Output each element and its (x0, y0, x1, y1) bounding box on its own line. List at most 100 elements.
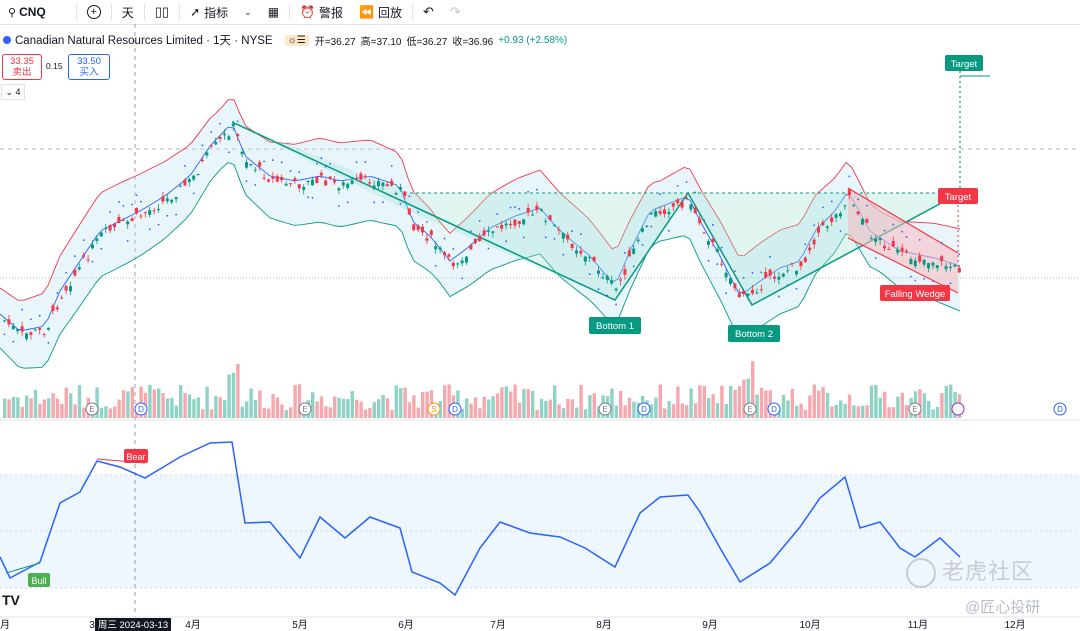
sar-dot (958, 253, 961, 256)
volume-bar (390, 409, 394, 418)
undo-button[interactable]: ↶ (415, 0, 442, 24)
candle-body (645, 225, 649, 227)
candle-body (724, 272, 728, 278)
candlestick-series (3, 120, 961, 342)
volume-bar (795, 405, 799, 418)
volume-bar (293, 385, 297, 418)
volume-bar (680, 403, 684, 418)
volume-bar (214, 396, 218, 418)
sar-dot (56, 292, 59, 294)
bottom2-label[interactable]: Bottom 2 (728, 325, 780, 342)
event-marker-text: D (771, 405, 777, 414)
sar-dot (390, 165, 393, 167)
volume-bar (931, 409, 935, 418)
bottom1-label[interactable]: Bottom 1 (589, 317, 641, 334)
volume-bar (284, 409, 288, 418)
event-marker-e: E (908, 402, 922, 416)
candle-body (113, 223, 116, 228)
sar-dot (346, 201, 349, 204)
volume-bar (693, 403, 698, 418)
undo-icon: ↶ (422, 4, 434, 19)
candle-body (201, 159, 204, 162)
volume-bar (227, 374, 231, 418)
alert-button[interactable]: ⏰ 警报 (292, 0, 351, 24)
volume-bar (350, 391, 354, 418)
target-top-label[interactable]: Target (945, 55, 983, 71)
search-icon: ⚲ (8, 6, 17, 19)
candle-body (425, 238, 429, 241)
compare-button[interactable]: + (79, 0, 109, 24)
volume-bar (548, 399, 552, 418)
sar-dot (434, 264, 437, 267)
watermark-main-text: 老虎社区 (942, 559, 1035, 584)
volume-bar (460, 408, 464, 418)
candle-body (394, 192, 398, 195)
symbol-title[interactable]: Canadian Natural Resources Limited · 1天 … (15, 35, 273, 47)
sar-dot (289, 170, 292, 173)
volume-bar (517, 402, 522, 418)
candle-body (399, 187, 402, 190)
event-marker-circle (908, 402, 922, 416)
bollinger-upper (0, 99, 961, 301)
sar-dot (408, 195, 411, 198)
layout-button[interactable]: ▦ (260, 0, 287, 24)
candle-body (667, 211, 671, 215)
volume-bar (368, 407, 372, 418)
indicators-dropdown[interactable]: ⌄ (236, 0, 260, 24)
sar-dot (487, 247, 490, 250)
buy-button[interactable]: 33.50 买入 (68, 54, 110, 80)
sar-dot (263, 160, 265, 163)
volume-bar (355, 399, 359, 418)
bear-label[interactable]: Bear (124, 449, 148, 463)
event-marker-s: S (427, 402, 441, 416)
candle-body (284, 183, 288, 186)
volume-bar (588, 395, 592, 418)
candle-body (654, 211, 658, 217)
volume-bar (751, 361, 755, 418)
sell-button[interactable]: 33.35 卖出 (2, 54, 42, 80)
x-axis-label-first: 月 (0, 619, 10, 631)
candle-body (671, 203, 675, 207)
candle-body (196, 174, 200, 176)
sar-dot (324, 165, 327, 168)
interval-button[interactable]: 天 (114, 0, 142, 24)
collapse-count: 4 (15, 87, 21, 97)
volume-bar (447, 384, 451, 418)
redo-button[interactable]: ↷ (442, 0, 469, 24)
volume-bar (11, 397, 16, 418)
bull-label[interactable]: Bull (28, 573, 50, 587)
candle-body (759, 289, 763, 291)
volume-bar (830, 406, 834, 418)
candle-body (245, 162, 248, 168)
sar-dot (140, 200, 142, 203)
candle-body (830, 217, 834, 223)
candle-body (460, 260, 464, 264)
candle-body (746, 293, 750, 296)
indicators-button[interactable]: ➚ 指标 (182, 0, 236, 24)
falling-wedge-label[interactable]: Falling Wedge (880, 285, 950, 301)
sar-dot (624, 252, 626, 254)
candle-body (108, 225, 112, 231)
volume-bar (196, 397, 200, 418)
target-right-label[interactable]: Target (938, 188, 978, 204)
volume-bar (614, 405, 618, 418)
sar-dot (47, 341, 50, 344)
eye-icon[interactable]: ☼☰ (284, 34, 309, 46)
symbol-search[interactable]: ⚲ CNQ (0, 0, 54, 24)
candle-body (104, 228, 108, 230)
indicator-collapse-button[interactable]: ⌄ 4 (1, 84, 25, 100)
event-marker-d: D (767, 402, 781, 416)
replay-button[interactable]: ⏪ 回放 (351, 0, 410, 24)
candle-body (355, 177, 358, 179)
volume-bar (557, 404, 561, 418)
volume-bar (16, 397, 20, 418)
candle-body (368, 182, 372, 184)
volume-bar (803, 409, 808, 418)
volume-bar (544, 400, 548, 418)
volume-bar (535, 409, 539, 418)
chart-type-button[interactable]: ▯▯ (147, 0, 177, 24)
sar-dot (254, 183, 257, 186)
volume-bar (821, 387, 825, 418)
sar-dot (760, 271, 763, 274)
